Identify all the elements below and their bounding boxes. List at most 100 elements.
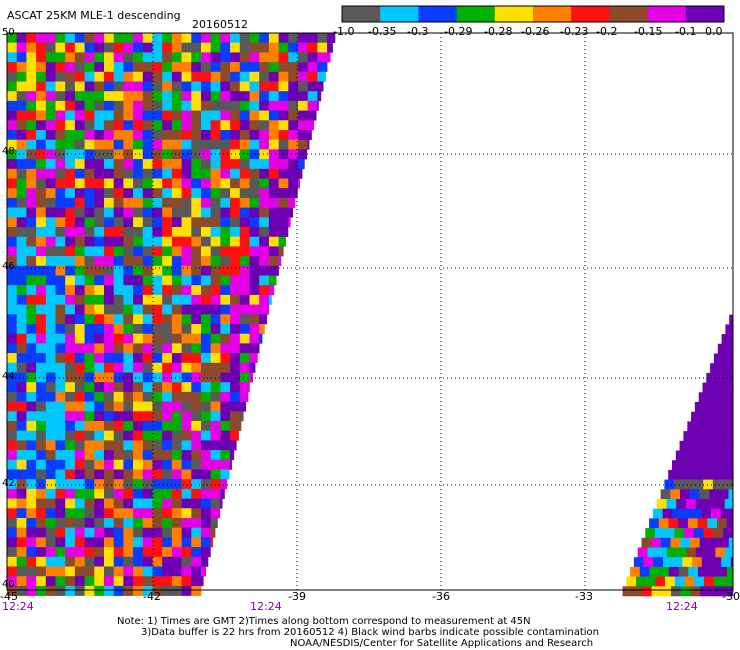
- swath-cell: [55, 440, 66, 451]
- swath-cell: [16, 343, 27, 354]
- swath-cell: [7, 33, 17, 43]
- swath-cell: [7, 256, 17, 267]
- swath-cell: [181, 362, 192, 373]
- swath-cell: [171, 100, 182, 111]
- swath-cell: [84, 430, 95, 441]
- swath-cell: [220, 178, 231, 189]
- swath-cell: [65, 62, 76, 73]
- swath-cell: [123, 207, 134, 218]
- swath-cell: [220, 440, 231, 451]
- swath-cell: [133, 246, 144, 257]
- swath-cell: [123, 33, 134, 43]
- swath-cell: [230, 139, 241, 150]
- colorbar-swatch: [571, 6, 610, 22]
- swath-cell: [191, 256, 202, 267]
- swath-cell: [113, 275, 124, 286]
- swath-cell: [45, 547, 56, 558]
- swath-cell: [55, 459, 66, 470]
- swath-cell: [239, 149, 250, 160]
- swath-cell: [142, 488, 153, 499]
- swath-cell: [16, 314, 27, 325]
- swath-cell: [45, 469, 56, 480]
- swath-cell: [220, 139, 231, 150]
- swath-cell: [171, 168, 182, 179]
- swath-cell: [55, 139, 66, 150]
- swath-cell: [84, 479, 95, 490]
- swath-cell: [201, 576, 204, 587]
- swath-cell: [26, 217, 37, 228]
- swath-cell: [191, 440, 202, 451]
- swath-cell: [104, 159, 114, 170]
- swath-cell: [16, 576, 27, 587]
- swath-cell: [55, 217, 66, 228]
- swath-cell: [298, 139, 308, 150]
- swath-cell: [239, 401, 246, 412]
- swath-cell: [278, 52, 289, 63]
- swath-cell: [700, 411, 711, 422]
- swath-cell: [162, 382, 173, 393]
- swath-cell: [142, 498, 153, 509]
- swath-cell: [162, 556, 173, 567]
- swath-cell: [680, 586, 691, 597]
- swath-cell: [16, 52, 27, 63]
- swath-cell: [210, 518, 218, 528]
- swath-cell: [65, 275, 76, 286]
- swath-cell: [36, 547, 47, 558]
- swath-cell: [133, 488, 144, 499]
- swath-cell: [74, 314, 85, 325]
- swath-cell: [278, 227, 289, 237]
- swath-cell: [74, 62, 85, 73]
- swath-cell: [113, 304, 124, 315]
- swath-cell: [55, 430, 66, 441]
- swath-cell: [7, 265, 17, 276]
- swath-cell: [65, 421, 76, 431]
- swath-cell: [26, 100, 37, 111]
- cbar-label: -0.1: [675, 25, 697, 38]
- swath-cell: [113, 71, 124, 82]
- swath-cell: [210, 275, 221, 286]
- swath-cell: [249, 130, 260, 140]
- swath-cell: [162, 168, 173, 179]
- swath-cell: [162, 139, 173, 150]
- colorbar-swatch: [494, 6, 534, 22]
- swath-cell: [36, 91, 47, 102]
- swath-cell: [210, 314, 221, 325]
- swath-cell: [249, 42, 260, 53]
- swath-cell: [55, 149, 66, 160]
- swath-cell: [191, 130, 202, 140]
- swath-cell: [684, 528, 695, 539]
- swath-cell: [104, 353, 114, 364]
- swath-cell: [729, 411, 734, 422]
- swath-cell: [65, 391, 76, 402]
- swath-cell: [181, 188, 192, 199]
- cbar-label: -0.23: [560, 25, 589, 38]
- swath-cell: [191, 217, 202, 228]
- swath-cell: [278, 42, 289, 53]
- swath-cell: [171, 285, 182, 296]
- swath-cell: [74, 556, 85, 567]
- swath-cell: [162, 71, 173, 82]
- swath-cell: [278, 120, 289, 131]
- swath-cell: [268, 120, 279, 131]
- swath-cell: [7, 382, 17, 393]
- swath-cell: [94, 537, 105, 548]
- swath-cell: [142, 62, 153, 73]
- swath-cell: [220, 256, 231, 267]
- swath-cell: [94, 139, 105, 150]
- swath-cell: [133, 110, 144, 121]
- swath-cell: [171, 440, 182, 451]
- swath-cell: [65, 469, 76, 480]
- swath-cell: [278, 33, 289, 43]
- swath-cell: [220, 33, 231, 43]
- swath-cell: [171, 120, 182, 131]
- swath-cell: [288, 33, 299, 43]
- swath-cell: [152, 110, 163, 121]
- swath-cell: [65, 178, 76, 189]
- swath-cell: [162, 62, 173, 73]
- swath-cell: [307, 120, 315, 131]
- swath-cell: [26, 421, 37, 431]
- swath-cell: [133, 585, 144, 596]
- swath-cell: [171, 110, 182, 121]
- swath-cell: [65, 353, 76, 364]
- swath-cell: [84, 527, 95, 538]
